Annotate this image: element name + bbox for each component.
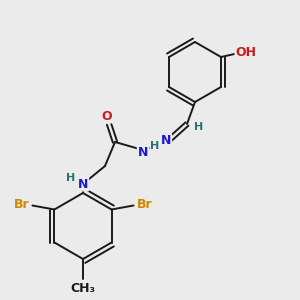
Text: N: N	[138, 146, 148, 158]
Text: H: H	[66, 173, 76, 183]
Text: OH: OH	[236, 46, 256, 59]
Text: O: O	[102, 110, 112, 122]
Text: Br: Br	[137, 198, 152, 211]
Text: CH₃: CH₃	[70, 281, 95, 295]
Text: N: N	[78, 178, 88, 190]
Text: N: N	[161, 134, 171, 148]
Text: H: H	[150, 141, 160, 151]
Text: H: H	[194, 122, 204, 132]
Text: Br: Br	[14, 198, 29, 211]
